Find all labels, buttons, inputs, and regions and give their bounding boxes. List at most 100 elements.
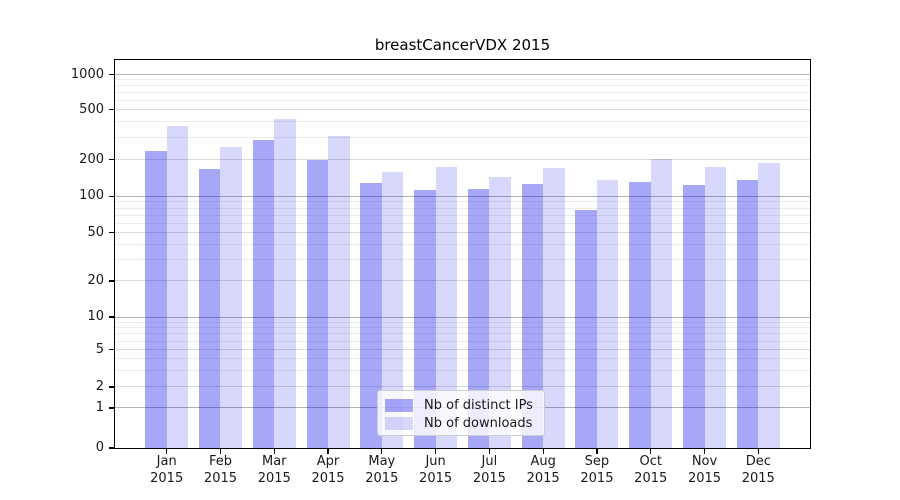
legend-row-distinct-ips: Nb of distinct IPs bbox=[385, 396, 544, 414]
gridline-major bbox=[115, 349, 810, 351]
x-tick-label: Oct 2015 bbox=[634, 454, 668, 486]
gridline-minor bbox=[115, 370, 810, 372]
gridline-minor bbox=[115, 92, 810, 94]
y-tick-label: 20 bbox=[87, 272, 104, 288]
bar-distinct-ips bbox=[521, 183, 544, 448]
y-tick-mark bbox=[109, 195, 115, 198]
y-tick-mark bbox=[109, 159, 115, 161]
legend-label-downloads: Nb of downloads bbox=[424, 415, 533, 431]
bar-distinct-ips bbox=[198, 168, 221, 448]
gridline-minor bbox=[115, 333, 810, 335]
y-tick-label: 10 bbox=[87, 309, 104, 324]
bar-downloads bbox=[650, 159, 673, 448]
bar-distinct-ips bbox=[306, 160, 329, 448]
y-tick-label: 2 bbox=[95, 378, 104, 394]
y-tick-mark bbox=[109, 231, 115, 234]
x-tick-mark bbox=[703, 448, 706, 454]
x-tick-label: Feb 2015 bbox=[203, 454, 238, 486]
chart-title: breastCancerVDX 2015 bbox=[374, 36, 551, 54]
gridline-major bbox=[115, 280, 810, 282]
y-tick-mark bbox=[109, 407, 115, 409]
bar-downloads bbox=[220, 146, 242, 448]
bar-distinct-ips bbox=[145, 150, 167, 448]
gridline-minor bbox=[115, 259, 810, 261]
y-tick-label: 50 bbox=[87, 224, 104, 240]
x-tick-mark bbox=[542, 448, 544, 454]
x-tick-mark bbox=[273, 448, 275, 454]
bar-downloads bbox=[274, 118, 296, 448]
legend-swatch-downloads bbox=[385, 416, 413, 430]
gridline-major bbox=[115, 74, 810, 75]
bars-layer bbox=[115, 60, 810, 448]
gridline-major bbox=[115, 232, 810, 233]
gridline-minor bbox=[115, 136, 810, 138]
bar-distinct-ips bbox=[736, 179, 759, 448]
gridline-minor bbox=[115, 340, 810, 342]
bar-distinct-ips bbox=[360, 182, 382, 448]
y-tick-label: 500 bbox=[79, 101, 104, 117]
bar-downloads bbox=[704, 166, 726, 448]
y-tick-mark bbox=[109, 280, 115, 282]
gridline-minor bbox=[115, 222, 810, 224]
bar-downloads bbox=[435, 167, 458, 448]
legend-label-distinct-ips: Nb of distinct IPs bbox=[424, 397, 533, 413]
y-tick-label: 200 bbox=[79, 151, 104, 167]
gridline-major bbox=[115, 109, 810, 111]
bar-distinct-ips bbox=[683, 184, 705, 448]
legend-swatch-distinct-ips bbox=[385, 398, 413, 412]
gridline-minor bbox=[115, 201, 810, 203]
gridline-minor bbox=[115, 85, 810, 87]
bar-downloads bbox=[381, 171, 404, 448]
x-tick-label: Jul 2015 bbox=[472, 454, 506, 486]
y-tick-mark bbox=[109, 349, 115, 351]
y-tick-label: 1 bbox=[95, 399, 104, 415]
x-tick-mark bbox=[381, 448, 383, 454]
x-tick-mark bbox=[596, 448, 598, 454]
bar-downloads bbox=[166, 125, 189, 448]
bar-downloads bbox=[758, 162, 780, 448]
x-tick-mark bbox=[488, 448, 490, 454]
x-tick-mark bbox=[327, 448, 329, 454]
bar-distinct-ips bbox=[629, 181, 651, 448]
gridline-minor bbox=[115, 214, 810, 216]
x-tick-label: Jan 2015 bbox=[150, 454, 184, 486]
bar-downloads bbox=[596, 180, 619, 448]
gridline-major bbox=[115, 386, 810, 388]
y-tick-mark bbox=[109, 108, 115, 111]
y-tick-label: 100 bbox=[79, 188, 104, 204]
bar-downloads bbox=[328, 135, 350, 448]
x-tick-label: Sep 2015 bbox=[580, 454, 614, 486]
x-tick-mark bbox=[166, 448, 168, 454]
legend: Nb of distinct IPs Nb of downloads bbox=[377, 390, 545, 436]
gridline-minor bbox=[115, 327, 810, 329]
y-tick-mark bbox=[109, 316, 115, 318]
x-tick-mark bbox=[435, 448, 437, 454]
x-tick-label: Nov 2015 bbox=[687, 454, 722, 486]
gridline-minor bbox=[115, 358, 810, 360]
gridline-major bbox=[115, 316, 810, 318]
x-tick-mark bbox=[219, 448, 222, 454]
gridline-minor bbox=[115, 243, 810, 245]
y-tick-label: 1000 bbox=[70, 66, 104, 82]
y-tick-label: 5 bbox=[95, 341, 104, 357]
x-tick-mark bbox=[650, 448, 652, 454]
bar-distinct-ips bbox=[252, 140, 275, 448]
x-tick-label: Dec 2015 bbox=[741, 454, 775, 486]
gridline-minor bbox=[115, 99, 810, 101]
gridline-minor bbox=[115, 321, 810, 323]
y-tick-mark bbox=[109, 447, 115, 449]
x-tick-label: May 2015 bbox=[365, 454, 399, 486]
y-tick-mark bbox=[109, 73, 115, 76]
x-tick-label: Mar 2015 bbox=[257, 454, 291, 486]
x-tick-label: Jun 2015 bbox=[419, 454, 453, 486]
bar-downloads bbox=[489, 177, 511, 448]
bar-distinct-ips bbox=[467, 188, 490, 448]
x-tick-label: Aug 2015 bbox=[526, 454, 560, 486]
y-tick-mark bbox=[109, 386, 115, 388]
bar-distinct-ips bbox=[575, 210, 597, 448]
bar-downloads bbox=[543, 168, 565, 448]
bar-distinct-ips bbox=[414, 189, 436, 448]
gridline-minor bbox=[115, 207, 810, 209]
gridline-major bbox=[115, 159, 810, 161]
